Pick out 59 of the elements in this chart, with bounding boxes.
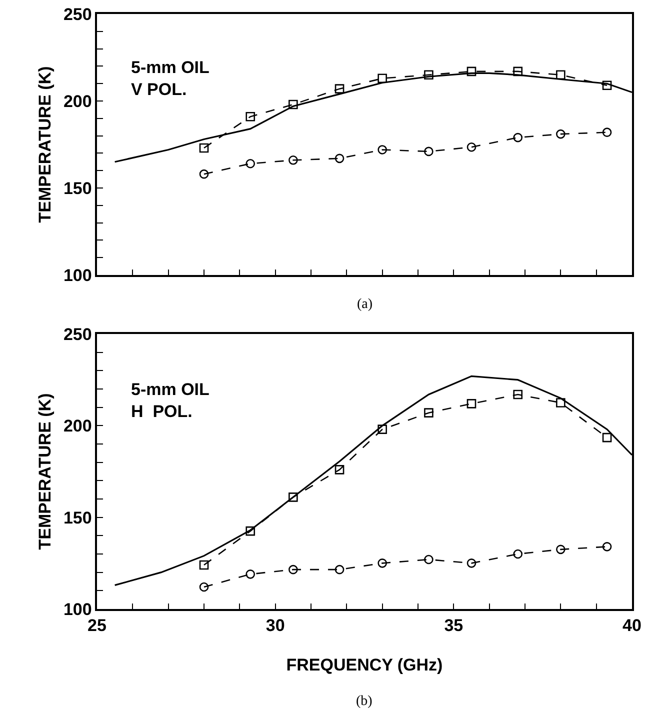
point bbox=[199, 169, 209, 179]
point bbox=[288, 156, 298, 165]
annotation: 5-mm OIL H POL. bbox=[131, 380, 210, 422]
point bbox=[424, 146, 434, 156]
x-tick-label: 25 bbox=[88, 616, 106, 636]
point bbox=[513, 549, 523, 559]
x-axis-title: FREQUENCY (GHz) bbox=[286, 656, 443, 674]
point bbox=[602, 80, 612, 90]
text: (b) bbox=[356, 694, 373, 709]
point bbox=[288, 564, 298, 574]
y-tick-label: 200 bbox=[63, 416, 92, 436]
text: (a) bbox=[357, 297, 373, 312]
point bbox=[334, 154, 344, 164]
point bbox=[556, 70, 566, 80]
point bbox=[602, 128, 612, 137]
point bbox=[334, 84, 344, 94]
point bbox=[466, 399, 476, 408]
y-tick-label: 250 bbox=[63, 4, 92, 24]
x-tick-label: 40 bbox=[622, 616, 642, 636]
point bbox=[378, 558, 387, 568]
point bbox=[513, 390, 523, 400]
point bbox=[246, 158, 256, 168]
y-tick-label: 100 bbox=[63, 266, 92, 285]
point bbox=[334, 465, 344, 474]
y-tick-label: 200 bbox=[63, 92, 92, 111]
y-tick-label: 250 bbox=[63, 324, 92, 344]
x-tick-label: 35 bbox=[444, 616, 464, 636]
point bbox=[288, 492, 298, 502]
point bbox=[602, 432, 612, 442]
point bbox=[513, 66, 523, 76]
point bbox=[246, 112, 256, 122]
point bbox=[466, 142, 476, 152]
point bbox=[246, 526, 256, 536]
point bbox=[556, 129, 566, 139]
point bbox=[466, 558, 476, 568]
point bbox=[602, 542, 612, 552]
annotation: 5-mm OIL V POL. bbox=[131, 58, 210, 100]
point bbox=[288, 100, 298, 110]
point bbox=[246, 570, 256, 579]
y-axis-title: TEMPERATURE (K) bbox=[36, 393, 55, 550]
x-tick-label: 30 bbox=[266, 616, 285, 636]
point bbox=[424, 70, 434, 80]
point bbox=[334, 564, 344, 574]
point bbox=[466, 66, 476, 76]
point bbox=[556, 544, 566, 554]
y-tick-label: 150 bbox=[63, 508, 92, 528]
point bbox=[424, 408, 434, 418]
point bbox=[556, 398, 566, 408]
point bbox=[378, 145, 387, 154]
y-axis-title: TEMPERATURE (K) bbox=[36, 66, 55, 223]
y-tick-label: 100 bbox=[63, 600, 92, 619]
point bbox=[199, 582, 209, 592]
point bbox=[378, 74, 387, 84]
y-tick-label: 150 bbox=[63, 178, 92, 198]
point bbox=[513, 132, 523, 142]
point bbox=[378, 424, 387, 434]
point bbox=[199, 143, 209, 153]
point bbox=[199, 560, 209, 570]
point bbox=[424, 554, 434, 564]
